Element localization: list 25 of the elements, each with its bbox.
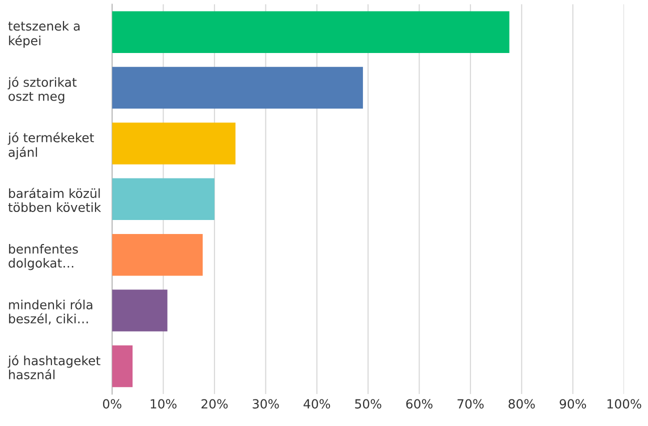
y-tick-label: jó hashtageket használ bbox=[8, 355, 100, 380]
bar bbox=[112, 66, 363, 109]
x-tick-label: 90% bbox=[560, 399, 586, 409]
y-tick-label: barátaim közül többen követik bbox=[8, 188, 102, 212]
x-tick-label: 50% bbox=[355, 399, 382, 409]
bar bbox=[112, 234, 203, 276]
x-tick-label: 60% bbox=[406, 399, 432, 409]
bar bbox=[112, 11, 510, 53]
y-tick-label: tetszenek a képei bbox=[8, 21, 80, 48]
x-tick-label: 20% bbox=[202, 399, 228, 409]
x-tick-label: 100% bbox=[608, 399, 642, 409]
y-tick-label: jó termékeket ajánl bbox=[8, 132, 94, 160]
x-tick-label: 0% bbox=[103, 399, 122, 409]
x-tick-label: 70% bbox=[458, 399, 484, 409]
y-tick-label: jó sztorikat oszt meg bbox=[8, 76, 77, 104]
bar bbox=[112, 178, 214, 220]
y-tick-label: mindenki róla beszél, ciki… bbox=[9, 299, 92, 325]
x-tick-label: 40% bbox=[304, 399, 330, 409]
x-tick-label: 30% bbox=[252, 399, 279, 409]
bar bbox=[112, 290, 168, 332]
y-tick-label: bennfentes dolgokat… bbox=[8, 244, 78, 270]
bar bbox=[112, 345, 133, 388]
bar bbox=[112, 122, 236, 164]
x-tick-label: 80% bbox=[508, 399, 535, 409]
x-tick-label: 10% bbox=[150, 399, 176, 409]
